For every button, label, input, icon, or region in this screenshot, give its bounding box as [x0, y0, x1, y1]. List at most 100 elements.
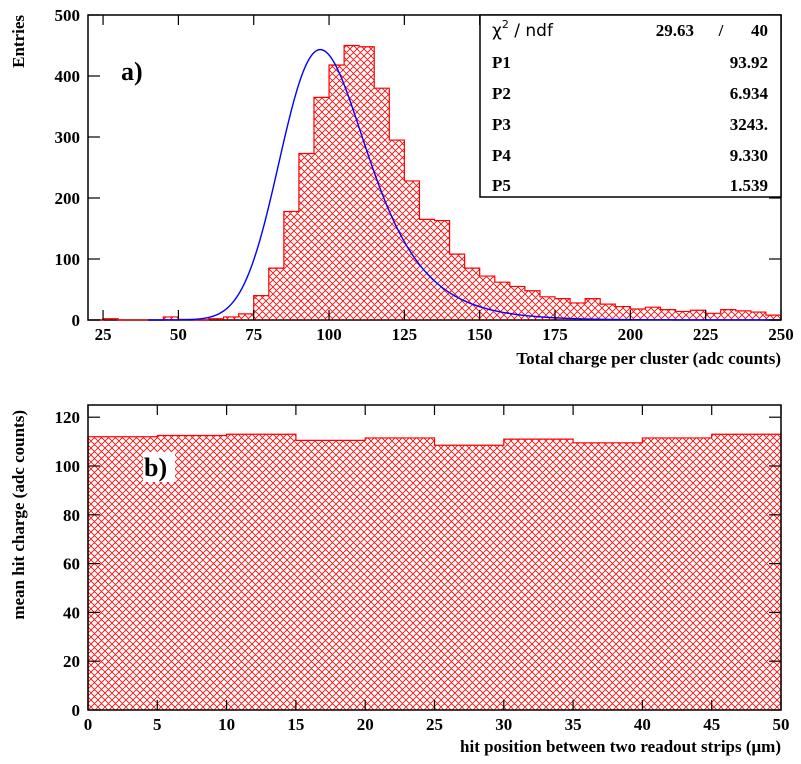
y-tick-label: 100 — [55, 457, 81, 476]
histogram-bar — [570, 302, 586, 320]
histogram-bar — [298, 153, 314, 320]
histogram-bar — [750, 312, 766, 320]
histogram-bar — [295, 440, 366, 710]
x-tick-label: 20 — [357, 715, 374, 734]
histogram-bar — [524, 290, 540, 320]
x-tick-label: 10 — [218, 715, 235, 734]
histogram-bar — [660, 309, 676, 320]
fit-stats-box: χ2 / ndf 29.63 / 40 P1 93.92 P2 6.934 P3… — [479, 14, 782, 198]
histogram-bar — [464, 268, 480, 320]
x-tick-label: 50 — [773, 715, 790, 734]
y-tick-label: 400 — [55, 67, 81, 86]
histogram-bar — [645, 307, 661, 320]
stats-p1-name: P1 — [492, 53, 511, 72]
histogram-bar — [642, 437, 712, 710]
histogram-bar — [539, 296, 556, 320]
panel-a-x-axis: 25 50 75 100 125 150 175 200 225 250 — [95, 15, 794, 344]
y-tick-label: 300 — [55, 128, 81, 147]
y-tick-label: 0 — [72, 311, 81, 330]
histogram-bar — [389, 140, 405, 320]
x-tick-label: 150 — [467, 325, 493, 344]
panel-b-xlabel: hit position between two readout strips … — [460, 737, 781, 756]
histogram-bar — [690, 310, 706, 320]
histogram-bar — [449, 254, 465, 320]
panel-a-fit-curve — [148, 48, 781, 321]
y-tick-label: 0 — [72, 701, 81, 720]
histogram-bar — [268, 268, 284, 320]
x-tick-label: 30 — [495, 715, 512, 734]
x-tick-label: 250 — [768, 325, 794, 344]
panel-b-y-axis: 0 20 40 60 80 100 120 — [55, 408, 781, 720]
histogram-bar — [705, 313, 721, 320]
histogram-bar — [88, 436, 158, 710]
panel-b-tag: b) — [144, 453, 167, 482]
stats-p3-value: 3243. — [730, 115, 768, 134]
histogram-bar — [615, 306, 631, 320]
y-tick-label: 100 — [55, 250, 81, 269]
panel-b-bars — [88, 434, 781, 710]
histogram-bar — [720, 309, 736, 320]
stats-p2-name: P2 — [492, 84, 511, 103]
panel-a-tag: a) — [121, 57, 143, 86]
stats-p3-name: P3 — [492, 115, 511, 134]
histogram-bar — [585, 298, 601, 320]
histogram-bar — [163, 316, 179, 320]
panel-a-ylabel: Entries — [9, 15, 28, 68]
histogram-bar — [573, 442, 643, 710]
histogram-bar — [765, 315, 781, 320]
x-tick-label: 200 — [618, 325, 644, 344]
y-tick-label: 120 — [55, 408, 81, 427]
histogram-bar — [365, 437, 435, 710]
panel-a-xlabel: Total charge per cluster (adc counts) — [516, 349, 781, 368]
x-tick-label: 45 — [703, 715, 720, 734]
y-tick-label: 20 — [63, 652, 80, 671]
stats-ndf-value: 40 — [751, 21, 768, 40]
histogram-bar — [374, 88, 390, 320]
histogram-bar — [434, 220, 450, 320]
histogram-bar — [630, 309, 646, 320]
histogram-bar — [344, 45, 360, 320]
histogram-bar — [253, 295, 269, 320]
x-tick-label: 125 — [392, 325, 418, 344]
x-tick-label: 225 — [693, 325, 719, 344]
stats-chi-value: 29.63 — [656, 21, 694, 40]
stats-p4-value: 9.330 — [730, 146, 768, 165]
panel-b-tag-bg — [143, 452, 175, 482]
histogram-bar — [329, 65, 345, 321]
histogram-bar — [555, 298, 571, 320]
histogram-bar — [419, 219, 435, 320]
stats-p5-name: P5 — [492, 176, 511, 195]
panel-b-x-axis: 0 5 10 15 20 25 30 35 40 45 50 — [84, 405, 790, 734]
x-tick-label: 100 — [316, 325, 342, 344]
histogram-bar — [600, 304, 616, 320]
histogram-bar — [735, 310, 751, 320]
panel-a-histogram-outline — [88, 44, 782, 321]
histogram-bar — [238, 313, 254, 320]
panel-a-charge-histogram: 25 50 75 100 125 150 175 200 225 250 0 100 200 300 40… — [9, 6, 794, 368]
histogram-bar — [226, 434, 296, 710]
x-tick-label: 50 — [170, 325, 187, 344]
y-tick-label: 40 — [63, 603, 80, 622]
histogram-bar — [503, 439, 574, 710]
histogram-bar — [359, 46, 375, 320]
panel-b-ylabel: mean hit charge (adc counts) — [9, 410, 28, 620]
y-tick-label: 60 — [63, 555, 80, 574]
histogram-bar — [103, 318, 119, 320]
histogram-bar — [404, 180, 420, 320]
histogram-bar — [208, 318, 224, 320]
panel-a-bars — [103, 45, 781, 321]
y-tick-label: 500 — [55, 6, 81, 25]
x-tick-label: 75 — [245, 325, 262, 344]
stats-p4-name: P4 — [492, 146, 511, 165]
histogram-bar — [223, 316, 239, 320]
x-tick-label: 175 — [542, 325, 568, 344]
stats-p2-value: 6.934 — [730, 84, 769, 103]
stats-chi-sep: / — [718, 21, 724, 40]
stats-p5-value: 1.539 — [730, 176, 768, 195]
histogram-bar — [479, 276, 495, 320]
histogram-bar — [675, 311, 691, 320]
histogram-bar — [313, 97, 330, 320]
histogram-bar — [434, 445, 504, 710]
